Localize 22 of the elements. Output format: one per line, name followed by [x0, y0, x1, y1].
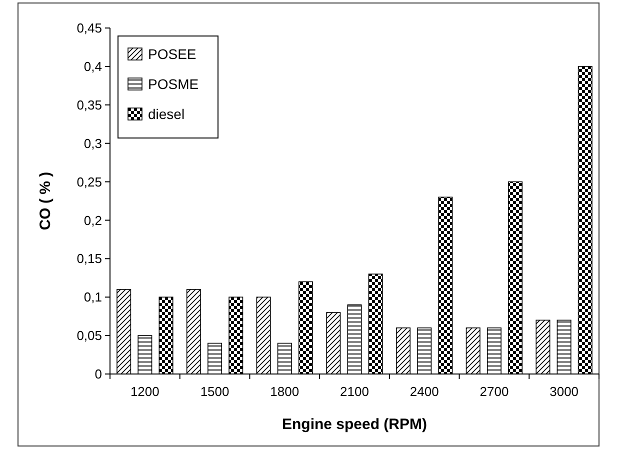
x-tick-label: 1500 — [200, 384, 230, 399]
y-axis-title: CO ( % ) — [37, 172, 54, 230]
y-tick-label: 0,3 — [84, 136, 102, 151]
x-tick-label: 3000 — [550, 384, 579, 399]
y-tick-label: 0,25 — [76, 174, 102, 190]
y-tick-label: 0,05 — [76, 328, 102, 344]
y-tick-label: 0,1 — [84, 290, 102, 305]
x-tick-label: 1800 — [270, 384, 300, 399]
x-tick-label: 2700 — [480, 384, 509, 399]
x-axis-title: Engine speed (RPM) — [282, 416, 428, 433]
y-tick-label: 0,4 — [84, 58, 102, 74]
y-tick-label: 0,45 — [76, 20, 102, 36]
legend-label: POSME — [148, 76, 199, 92]
legend-label: diesel — [148, 106, 185, 122]
x-tick-label: 1200 — [130, 384, 160, 399]
y-tick-label: 0 — [94, 366, 102, 382]
y-tick-label: 0,2 — [84, 212, 102, 228]
y-tick-label: 0,35 — [76, 97, 102, 112]
x-tick-label: 2400 — [410, 384, 439, 399]
x-tick-label: 2100 — [340, 384, 369, 399]
y-tick-label: 0,15 — [76, 251, 102, 266]
legend-label: POSEE — [148, 46, 196, 62]
